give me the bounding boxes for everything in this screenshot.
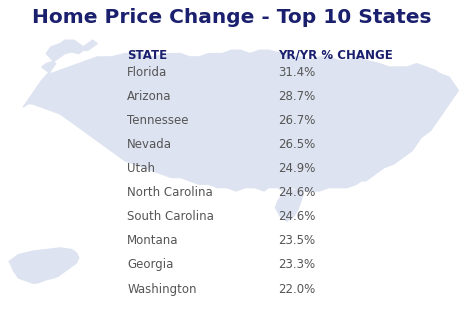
Text: Tennessee: Tennessee: [127, 114, 189, 127]
Text: 28.7%: 28.7%: [278, 90, 315, 103]
Text: 31.4%: 31.4%: [278, 66, 315, 78]
Text: YR/YR % CHANGE: YR/YR % CHANGE: [278, 49, 393, 62]
Text: Home Price Change - Top 10 States: Home Price Change - Top 10 States: [32, 8, 431, 27]
Polygon shape: [275, 189, 303, 221]
Text: Nevada: Nevada: [127, 138, 172, 151]
Text: 22.0%: 22.0%: [278, 283, 315, 295]
Text: 24.6%: 24.6%: [278, 210, 315, 223]
Text: 23.3%: 23.3%: [278, 259, 315, 271]
Text: Arizona: Arizona: [127, 90, 172, 103]
Text: 26.7%: 26.7%: [278, 114, 315, 127]
Text: 24.9%: 24.9%: [278, 162, 315, 175]
Text: STATE: STATE: [127, 49, 168, 62]
Text: 23.5%: 23.5%: [278, 234, 315, 247]
Text: North Carolina: North Carolina: [127, 186, 213, 199]
Text: Washington: Washington: [127, 283, 197, 295]
Text: 26.5%: 26.5%: [278, 138, 315, 151]
Text: Utah: Utah: [127, 162, 155, 175]
Polygon shape: [23, 40, 458, 191]
Text: South Carolina: South Carolina: [127, 210, 214, 223]
Text: Florida: Florida: [127, 66, 168, 78]
Text: Georgia: Georgia: [127, 259, 174, 271]
Text: 24.6%: 24.6%: [278, 186, 315, 199]
Text: Montana: Montana: [127, 234, 179, 247]
Polygon shape: [9, 248, 79, 283]
